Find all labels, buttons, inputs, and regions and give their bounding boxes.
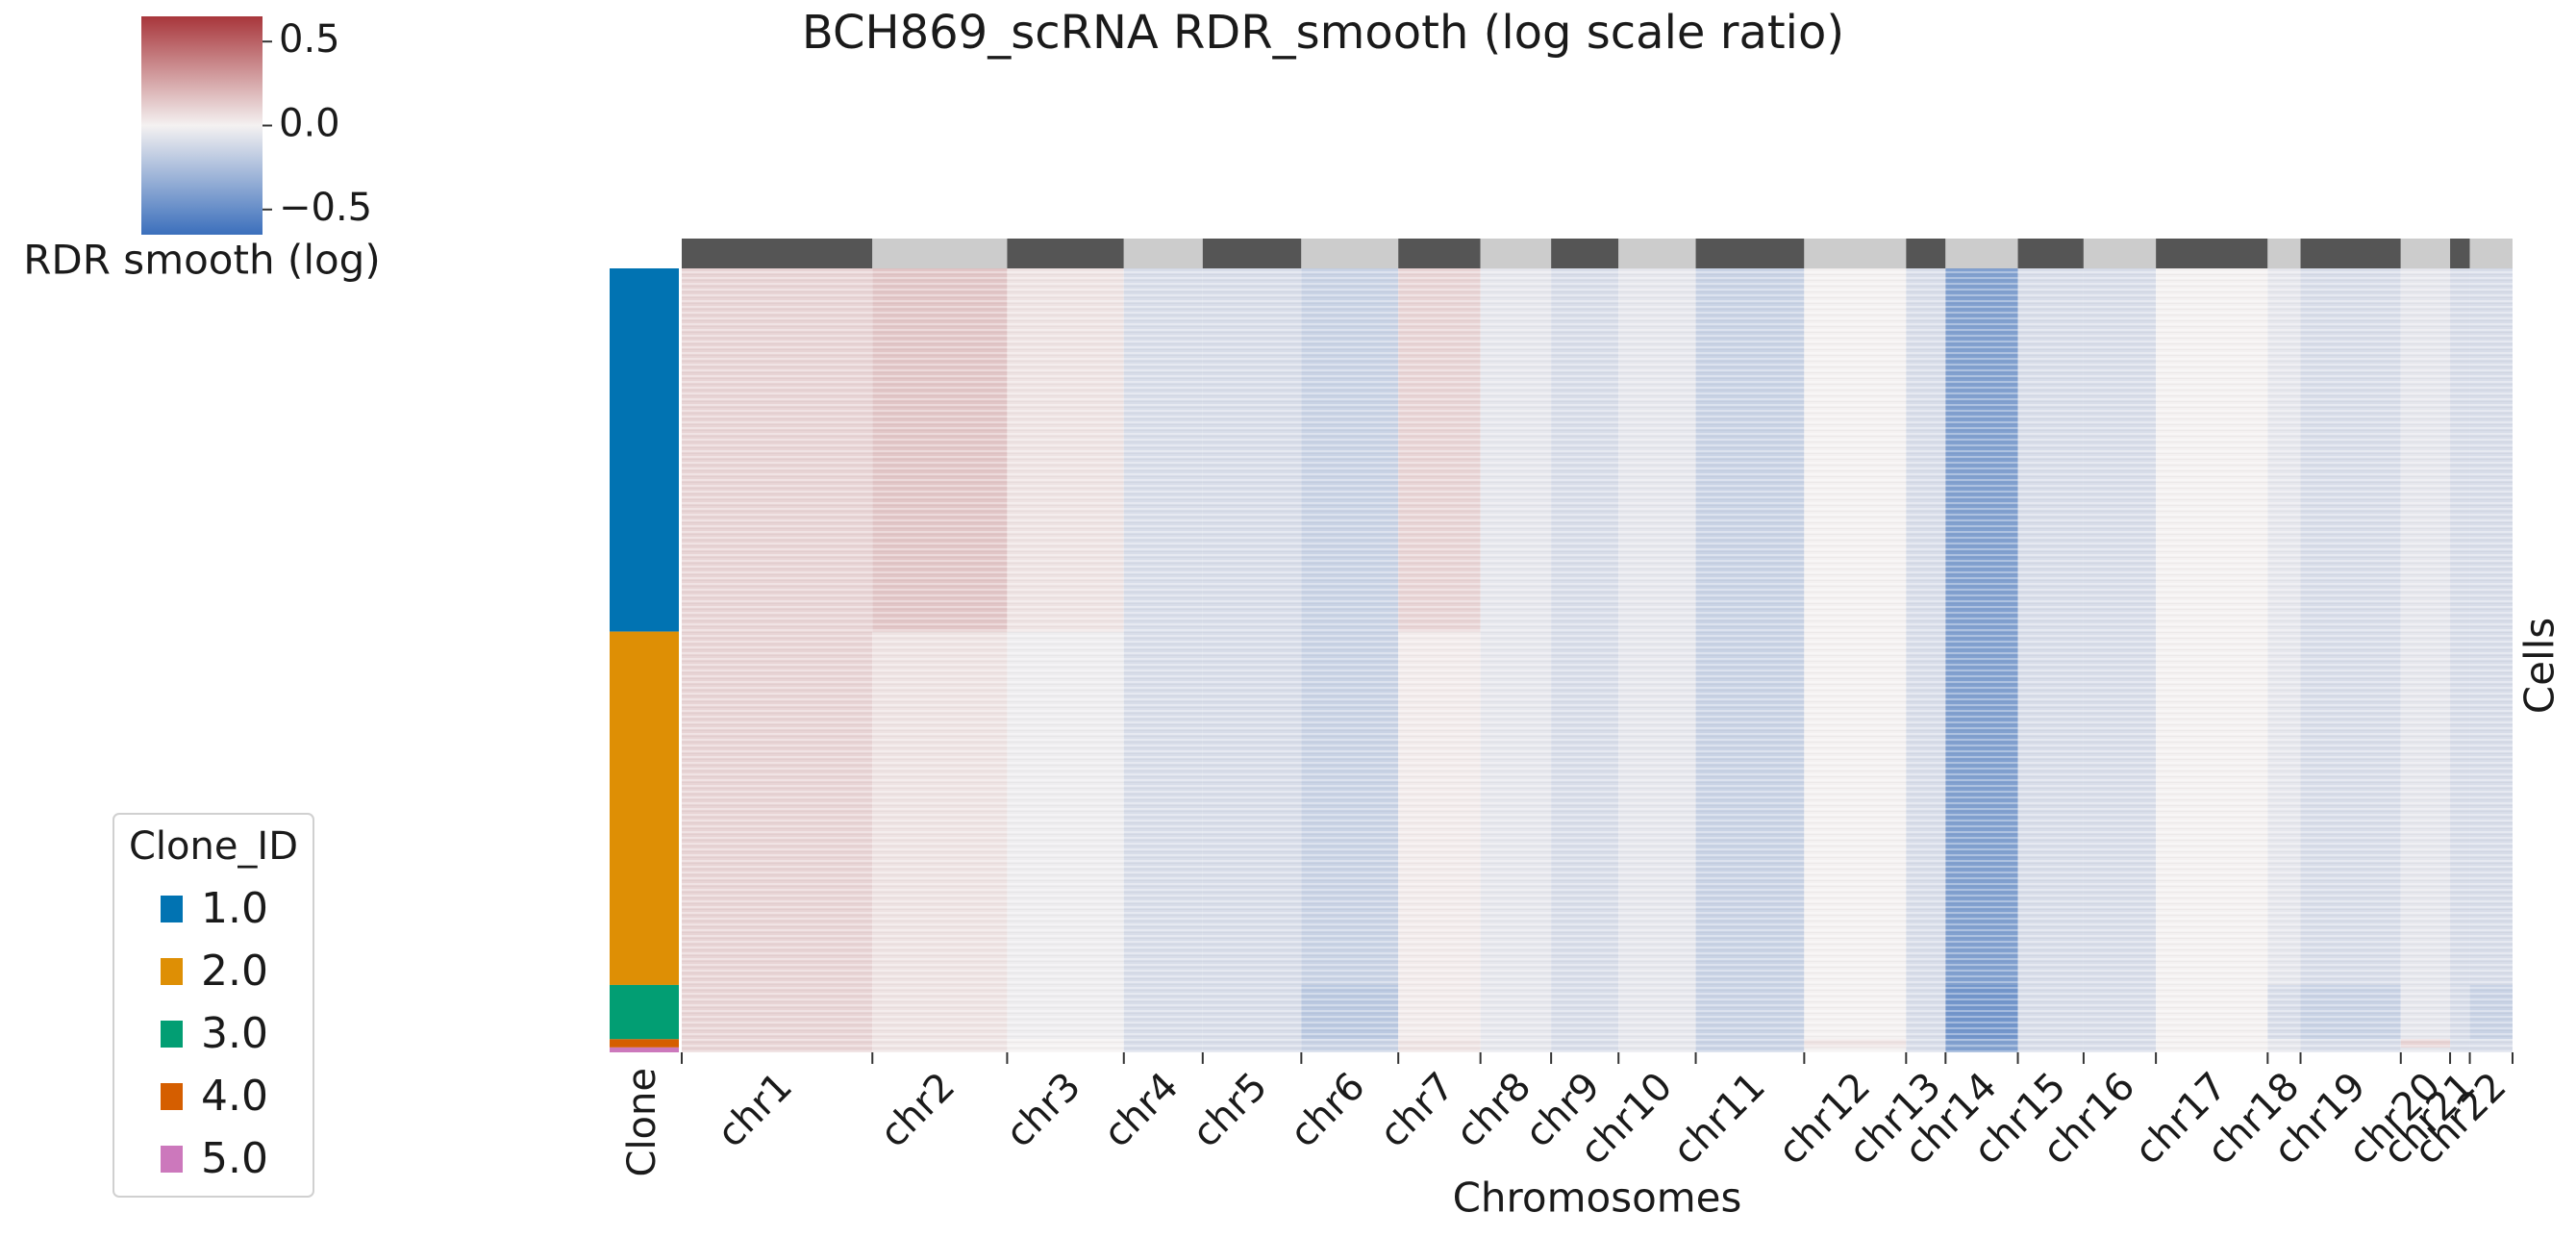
chromosome-bar xyxy=(1618,239,1696,268)
x-tick-label: chr6 xyxy=(1282,1064,1374,1156)
row-label: Clone xyxy=(620,1068,664,1176)
chromosome-bar xyxy=(2300,239,2401,268)
chromosome-bar xyxy=(2450,239,2470,268)
chromosome-bar xyxy=(2156,239,2268,268)
chromosome-bar xyxy=(682,239,873,268)
legend-swatch xyxy=(161,1021,183,1048)
chart-title: BCH869_scRNA RDR_smooth (log scale ratio… xyxy=(802,6,1844,60)
chromosome-bar xyxy=(872,239,1008,268)
x-tick-label: chr4 xyxy=(1095,1064,1188,1156)
legend-swatch xyxy=(161,896,183,922)
y-axis-label: Cells xyxy=(2516,618,2563,714)
legend-label: 3.0 xyxy=(201,1009,268,1058)
chromosome-bar xyxy=(1945,239,2018,268)
colorbar-tick-label: −0.5 xyxy=(279,186,372,230)
chromosome-bar xyxy=(1202,239,1302,268)
legend-swatch xyxy=(161,1146,183,1173)
chromosome-bar xyxy=(2083,239,2157,268)
chromosome-bar xyxy=(2017,239,2084,268)
legend-title: Clone_ID xyxy=(129,824,298,869)
clone-bar xyxy=(610,1039,679,1048)
legend-label: 4.0 xyxy=(201,1072,268,1121)
chromosome-bar xyxy=(1480,239,1552,268)
texture xyxy=(682,268,2513,1052)
chromosome-bar xyxy=(2400,239,2451,268)
legend-label: 1.0 xyxy=(201,884,268,933)
x-tick-label: chr8 xyxy=(1448,1064,1540,1156)
chromosome-bar xyxy=(2469,239,2513,268)
colorbar xyxy=(141,16,263,235)
chromosome-bar xyxy=(1695,239,1805,268)
clone-bar xyxy=(610,984,679,1040)
colorbar-tick-label: 0.5 xyxy=(279,17,340,62)
legend-label: 2.0 xyxy=(201,947,268,996)
chromosome-bar xyxy=(1906,239,1946,268)
chromosome-bar xyxy=(1804,239,1907,268)
colorbar-tick-label: 0.0 xyxy=(279,102,340,146)
clone-bar xyxy=(610,268,679,632)
chromosome-bar xyxy=(1301,239,1399,268)
x-tick-label: chr5 xyxy=(1184,1064,1276,1156)
legend-swatch xyxy=(161,1083,183,1110)
chromosome-bar xyxy=(1551,239,1619,268)
legend-swatch xyxy=(161,958,183,985)
chromosome-bar xyxy=(1123,239,1203,268)
x-tick-label: chr11 xyxy=(1664,1064,1774,1174)
chromosome-bar xyxy=(1007,239,1124,268)
clone-bar xyxy=(610,631,679,985)
colorbar-label: RDR smooth (log) xyxy=(23,237,380,284)
x-tick-label: chr7 xyxy=(1371,1064,1463,1156)
chromosome-bar xyxy=(1398,239,1481,268)
x-tick-label: chr2 xyxy=(872,1064,964,1156)
chromosome-bar xyxy=(2267,239,2301,268)
legend-label: 5.0 xyxy=(201,1134,268,1183)
x-tick-label: chr1 xyxy=(709,1064,801,1156)
clone-bar xyxy=(610,1047,679,1052)
x-tick-label: chr3 xyxy=(997,1064,1089,1156)
x-axis-label: Chromosomes xyxy=(1453,1175,1742,1222)
